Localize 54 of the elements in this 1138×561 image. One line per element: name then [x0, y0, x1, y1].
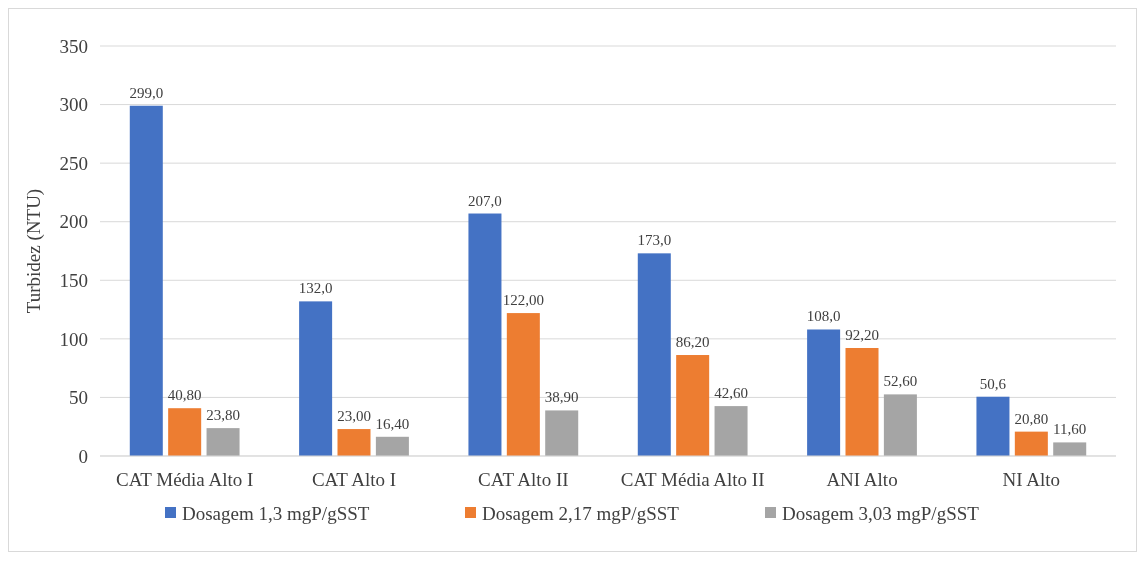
- y-tick-label: 0: [78, 445, 88, 467]
- bar: [206, 428, 240, 456]
- y-tick-label: 250: [59, 152, 88, 174]
- y-tick-label: 150: [59, 269, 88, 291]
- data-label: 207,0: [468, 192, 502, 209]
- bar: [976, 396, 1010, 456]
- bar: [545, 410, 579, 456]
- legend-label: Dosagem 2,17 mgP/gSST: [482, 502, 680, 524]
- data-label: 20,80: [1014, 410, 1049, 427]
- x-tick-label: CAT Média Alto II: [620, 469, 765, 490]
- x-tick-label: CAT Alto II: [478, 469, 569, 490]
- bar: [637, 253, 671, 456]
- x-tick-label: NI Alto: [1002, 469, 1061, 490]
- bar: [468, 213, 502, 456]
- data-label: 92,20: [845, 326, 879, 343]
- y-tick-label: 300: [59, 94, 88, 116]
- data-label: 132,0: [298, 280, 333, 297]
- bar: [168, 408, 202, 456]
- data-label: 52,60: [883, 373, 918, 390]
- y-tick-label: 200: [59, 211, 88, 233]
- bar: [1053, 442, 1087, 456]
- data-label: 23,00: [337, 408, 371, 425]
- bar: [676, 355, 710, 456]
- bar: [883, 394, 917, 456]
- data-label: 38,90: [544, 389, 579, 406]
- y-tick-label: 50: [69, 387, 88, 409]
- x-tick-label: ANI Alto: [826, 469, 898, 490]
- bar: [845, 347, 879, 456]
- bar: [506, 313, 540, 456]
- bar: [375, 436, 409, 456]
- bar: [1014, 431, 1048, 456]
- data-label: 108,0: [806, 308, 841, 325]
- y-axis-title: Turbidez (NTU): [23, 188, 45, 314]
- data-label: 16,40: [375, 415, 410, 432]
- data-label: 40,80: [167, 387, 202, 404]
- bar: [129, 105, 163, 456]
- y-tick-label: 100: [59, 328, 88, 350]
- data-label: 42,60: [714, 385, 748, 402]
- x-tick-label: CAT Alto I: [311, 469, 397, 490]
- bar: [714, 406, 748, 456]
- data-label: 173,0: [637, 232, 672, 249]
- legend-label: Dosagem 1,3 mgP/gSST: [182, 502, 370, 524]
- data-label: 11,60: [1053, 421, 1087, 438]
- data-label: 50,6: [979, 375, 1007, 392]
- data-label: 299,0: [129, 84, 164, 101]
- data-label: 23,80: [206, 407, 240, 424]
- data-label: 86,20: [675, 334, 710, 351]
- x-tick-label: CAT Média Alto I: [115, 469, 254, 490]
- bar: [337, 429, 371, 456]
- bar: [807, 329, 841, 456]
- y-tick-label: 350: [59, 35, 88, 57]
- data-label: 122,00: [502, 292, 544, 309]
- legend-label: Dosagem 3,03 mgP/gSST: [782, 502, 980, 524]
- bar: [299, 301, 333, 456]
